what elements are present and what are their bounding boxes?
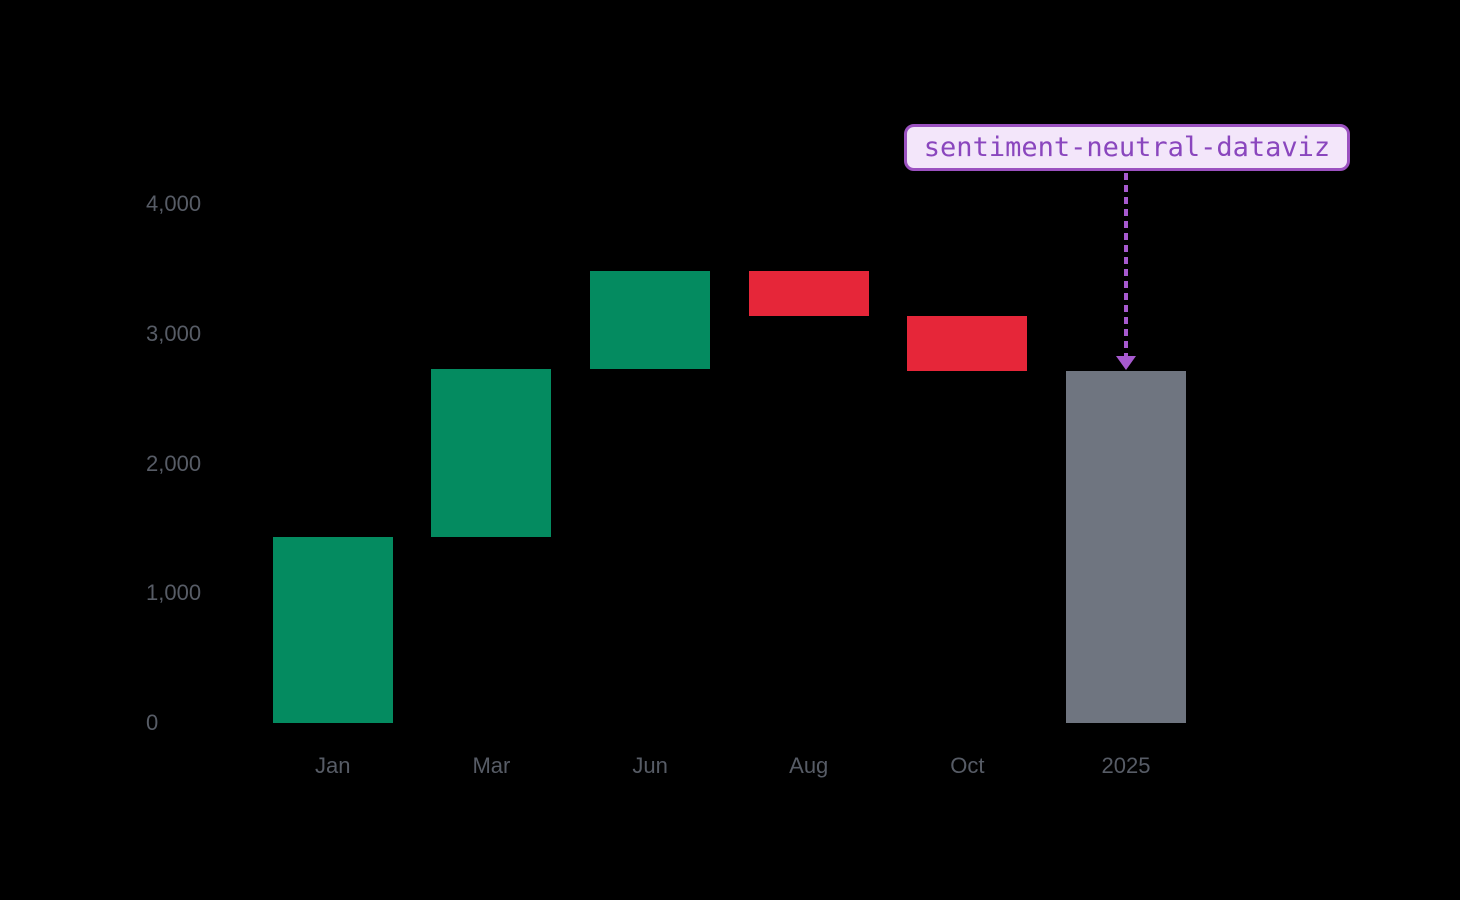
- y-tick-label: 3,000: [146, 320, 202, 346]
- waterfall-bar-aug: [748, 270, 869, 316]
- y-tick-label: 2,000: [146, 450, 202, 476]
- waterfall-bar-jun: [590, 270, 711, 370]
- x-tick-label-jan: Jan: [315, 753, 351, 778]
- x-tick-label-oct: Oct: [950, 753, 985, 778]
- x-tick-label-jun: Jun: [632, 753, 668, 778]
- x-tick-label-mar: Mar: [472, 753, 511, 778]
- annotation-arrow-icon: [1116, 356, 1136, 370]
- y-tick-label: 4,000: [146, 191, 202, 216]
- annotation-label: sentiment-neutral-dataviz: [923, 132, 1331, 163]
- y-tick-label: 1,000: [146, 580, 202, 606]
- waterfall-bar-2025: [1066, 370, 1186, 723]
- waterfall-bar-mar: [431, 369, 552, 537]
- x-tick-label-2025: 2025: [1101, 753, 1151, 778]
- y-tick-label: 0: [146, 710, 159, 735]
- waterfall-bar-jan: [272, 536, 393, 723]
- annotation-arrow-line: [1124, 173, 1128, 356]
- waterfall-bar-oct: [907, 315, 1028, 371]
- x-tick-label-aug: Aug: [789, 753, 829, 778]
- annotation-callout: sentiment-neutral-dataviz: [904, 124, 1350, 171]
